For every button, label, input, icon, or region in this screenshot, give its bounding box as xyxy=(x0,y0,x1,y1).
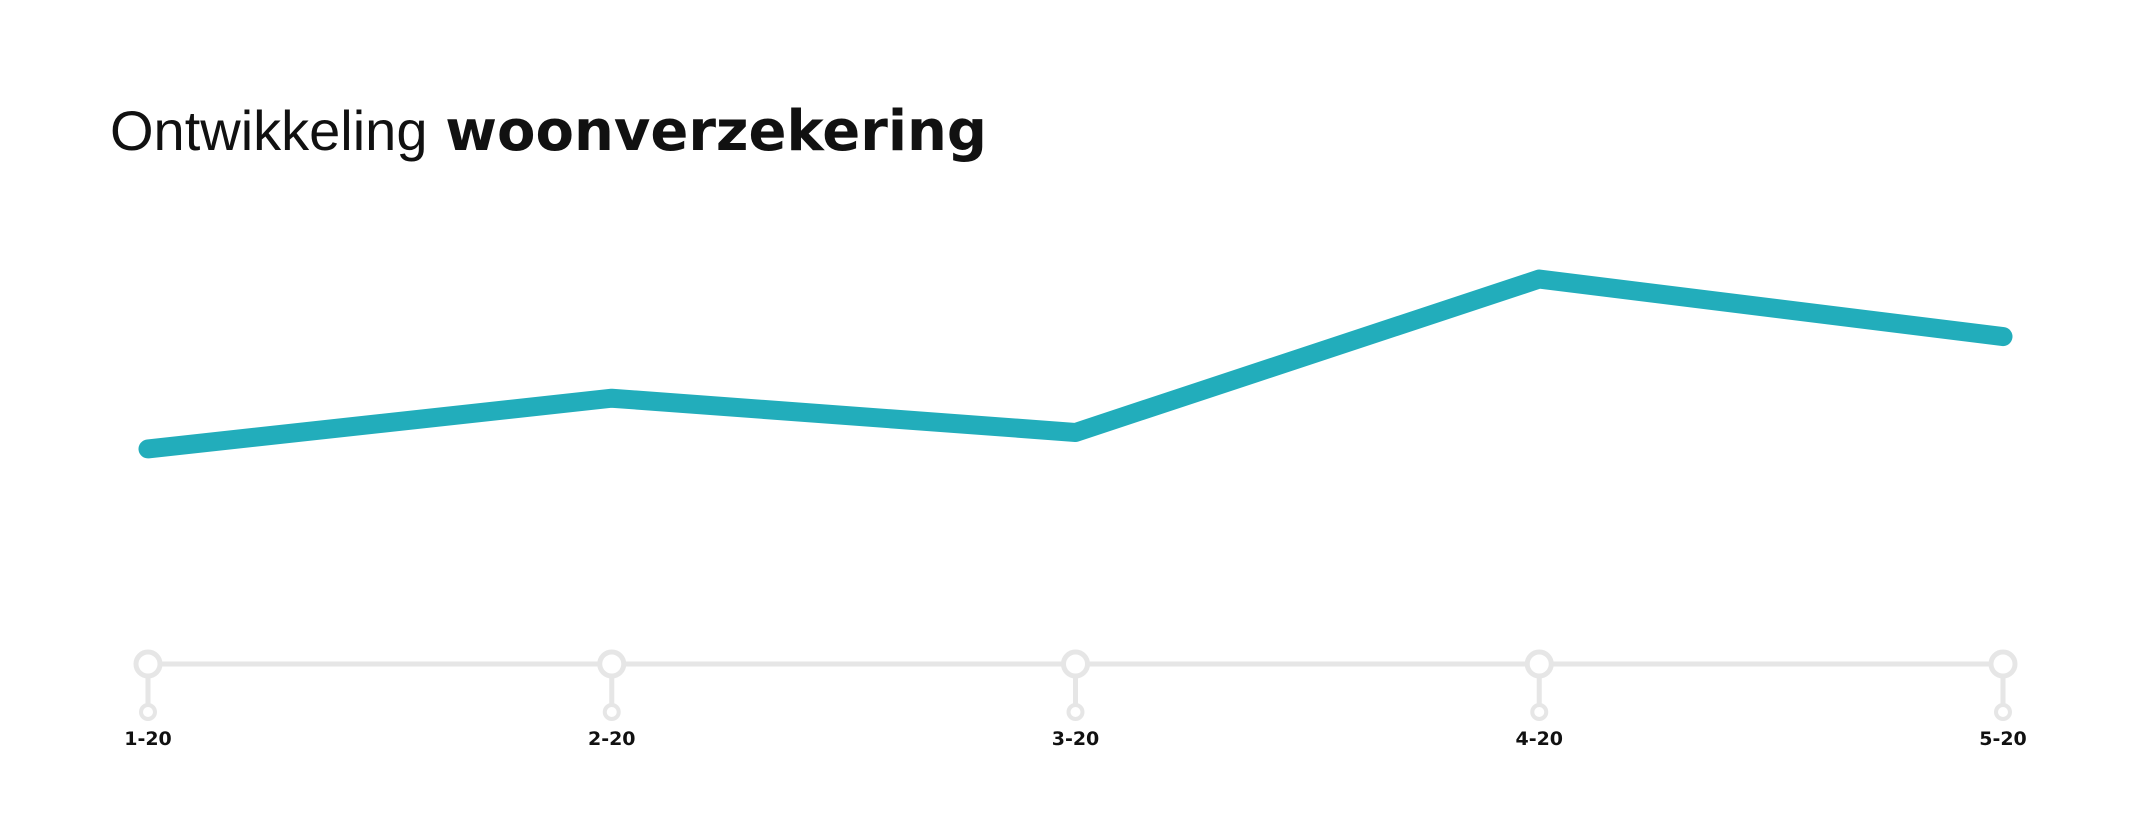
tick-dot xyxy=(1994,703,2012,721)
x-tick-label: 5-20 xyxy=(1979,728,2027,750)
tick-dot xyxy=(1530,703,1549,721)
tick-circle xyxy=(1524,649,1554,679)
tick-circle xyxy=(597,649,627,679)
x-tick-label: 3-20 xyxy=(1052,728,1100,750)
x-tick-label: 2-20 xyxy=(588,728,636,750)
tick-dot xyxy=(602,703,621,721)
tick-circle xyxy=(1061,649,1090,679)
tick-circle xyxy=(1988,649,2018,679)
x-tick-label: 1-20 xyxy=(124,728,172,750)
tick-dot xyxy=(139,703,157,721)
x-tick-label: 4-20 xyxy=(1515,728,1563,750)
title-light: Ontwikkeling xyxy=(110,99,427,162)
title-bold: woonverzekering xyxy=(445,99,987,164)
tick-dot xyxy=(1066,703,1085,721)
line xyxy=(138,269,2013,459)
tick-circle xyxy=(133,649,163,679)
chart-title: Ontwikkeling woonverzekering xyxy=(110,99,987,164)
